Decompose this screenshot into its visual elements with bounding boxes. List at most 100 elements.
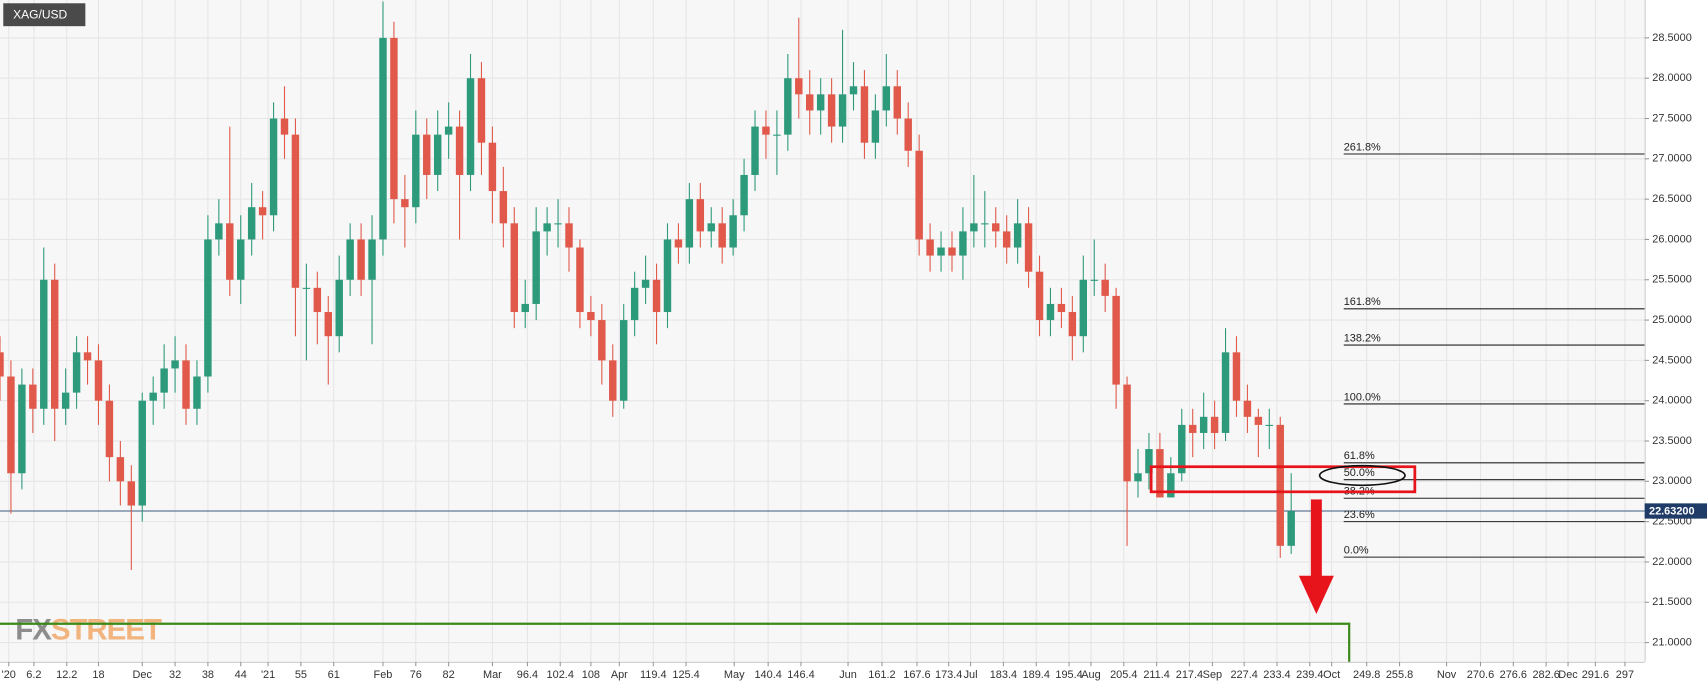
candle-body [7,376,15,474]
x-tick-label: 173.4 [935,669,962,681]
annotations [0,464,1417,662]
fib-label: 50.0% [1344,467,1375,479]
x-tick-label: 76 [410,669,422,681]
candle-body [554,223,562,225]
x-tick-label: 140.4 [754,669,781,681]
x-tick-label: 55 [295,669,307,681]
y-tick-label: 28.0000 [1652,72,1692,84]
candle-body [193,376,201,409]
candle-body [433,134,442,175]
candle-body [871,110,880,143]
grid [0,0,1645,662]
candle-body [565,223,573,248]
candle-body [1057,303,1066,313]
x-tick-label: 195.4 [1055,669,1082,681]
x-tick-label: 255.8 [1386,669,1413,681]
x-tick-label: Sep [1203,669,1222,681]
candle-body [1254,416,1263,425]
candle-body [171,360,179,369]
x-tick-label: 239.4 [1296,669,1323,681]
x-tick-label: 233.4 [1263,669,1290,681]
x-tick-label: May [724,669,745,681]
candle-body [609,360,617,401]
candle-body [357,239,365,280]
x-tick-label: 205.4 [1110,669,1137,681]
candle-body [751,126,759,175]
candle-body [477,78,486,143]
candle-body [1232,352,1241,401]
x-tick-label: 102.4 [547,669,574,681]
y-tick-label: 23.5000 [1652,435,1692,447]
watermark-street: STREET [51,613,162,646]
candle-body [1101,279,1109,296]
x-tick-label: '21 [261,669,275,681]
candle-body [1013,223,1022,248]
x-tick-label: Mar [483,669,502,681]
x-tick-label: 44 [235,669,247,681]
x-tick-label: Dec [133,669,153,681]
candle-body [1243,400,1252,417]
x-tick-label: 96.4 [517,669,538,681]
candle-body [18,384,26,474]
candle-body [827,94,836,127]
x-tick-label: 167.6 [903,669,930,681]
candle-body [423,134,431,175]
green-box [0,622,1351,662]
candle-body [50,279,59,409]
arrow-head [1298,575,1334,614]
candle-body [981,223,989,225]
candle-body [335,279,343,337]
last-price-tag [1644,503,1707,519]
candle-body [510,223,519,313]
candle-body [1276,424,1284,546]
candle-body [576,247,584,313]
candle-body [926,239,934,256]
x-tick-label: 276.6 [1500,669,1527,681]
candle-body [1024,223,1033,272]
x-tick-label: Nov [1437,669,1457,681]
candle-body [795,78,803,95]
candle-body [1134,473,1142,482]
candle-body [499,191,508,224]
x-tick-label: 282.6 [1532,669,1559,681]
y-tick-label: 27.5000 [1652,112,1692,124]
x-tick-label: Jun [839,669,857,681]
last-price-label: 22.63200 [1649,505,1695,517]
candle-body [707,223,715,232]
candle-body [674,239,683,248]
candle-body [1035,271,1044,321]
x-tick-label: 297 [1616,669,1634,681]
candle-body [1002,231,1011,248]
candle-body [1079,279,1088,337]
candle-body [29,384,37,409]
candle-body [1123,384,1131,482]
y-tick-label: 24.5000 [1652,354,1692,366]
candle-body [0,352,4,377]
fib-label: 23.6% [1344,509,1375,521]
candle-body [204,239,212,377]
watermark: FXSTREET [15,613,162,646]
x-tick-label: 32 [169,669,181,681]
fib-label: 61.8% [1344,450,1375,462]
candle-body [543,223,551,232]
candle-body [663,239,672,313]
candle-body [269,118,278,216]
candle-body [346,239,354,280]
candle-body [630,287,639,321]
circle-mark [1318,464,1406,487]
y-tick-label: 21.5000 [1652,596,1692,608]
candle-body [149,392,157,401]
watermark-fx: FX [15,613,52,646]
y-tick-label: 23.0000 [1652,475,1692,487]
candle-body [937,247,945,256]
candle-body [784,78,792,135]
candle-body [1188,424,1197,433]
candle-body [324,312,332,337]
candle-body [849,86,858,95]
candle-body [72,352,81,393]
candle-body [105,400,114,458]
candle-body [1221,352,1230,433]
candle-body [718,223,726,248]
candle-body [970,223,978,232]
x-tick-label: 227.4 [1230,669,1257,681]
